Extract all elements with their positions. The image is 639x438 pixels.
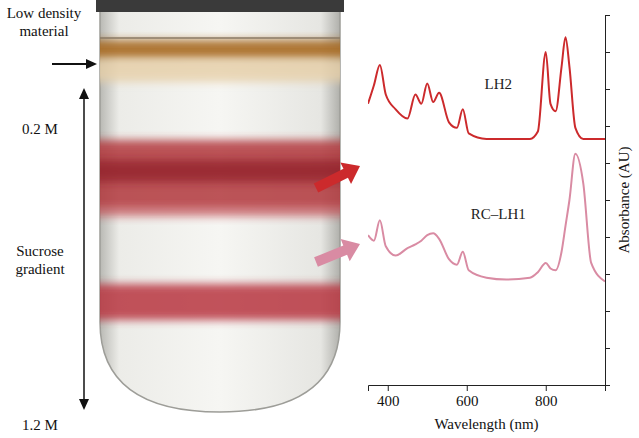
- gradient-tube: [90, 0, 350, 412]
- band: [90, 284, 350, 320]
- y-tick: [605, 163, 610, 164]
- y-tick-mark: [605, 163, 610, 164]
- y-tick-mark: [605, 311, 610, 312]
- arrows: [52, 59, 360, 410]
- x-tick-mark: [546, 385, 547, 391]
- y-tick: [605, 89, 610, 90]
- x-tick-label: 400: [377, 393, 400, 409]
- y-tick: [605, 274, 610, 275]
- x-tick: 800: [535, 385, 558, 409]
- annotation: 1.2 M: [22, 417, 58, 433]
- x-axis-line: [369, 386, 606, 392]
- y-tick: [605, 126, 610, 127]
- annotation: Low densitymaterial: [7, 5, 82, 39]
- figure: Low densitymaterial 0.2 M Sucrosegradient 1…: [0, 0, 639, 438]
- band-arrow: [314, 239, 360, 267]
- x-axis-title: Wavelength (nm): [434, 416, 538, 433]
- y-tick-mark: [605, 237, 610, 238]
- y-tick-mark: [605, 348, 610, 349]
- band: [90, 205, 350, 217]
- y-tick-mark: [605, 52, 610, 53]
- y-tick-mark: [605, 274, 610, 275]
- y-tick-mark: [605, 15, 610, 16]
- x-tick-label: 800: [535, 393, 558, 409]
- band: [90, 58, 350, 82]
- series-label: RC–LH1: [471, 206, 526, 222]
- y-axis: [605, 16, 610, 386]
- spectrum-line: [368, 154, 605, 282]
- y-tick-mark: [605, 200, 610, 201]
- annotation: Sucrosegradient: [15, 243, 65, 277]
- x-tick-label: 600: [456, 393, 479, 409]
- y-tick-mark: [605, 89, 610, 90]
- annotation: 0.2 M: [22, 121, 58, 137]
- gradient-arrow-head: [79, 399, 89, 410]
- y-tick: [605, 200, 610, 201]
- band: [90, 160, 350, 182]
- gradient-labels: Low densitymaterial 0.2 M Sucrosegradient 1…: [7, 5, 82, 433]
- y-axis-title: Absorbance (AU): [616, 146, 633, 253]
- meniscus: [100, 37, 340, 39]
- spectrum-line: [368, 37, 605, 139]
- pointer-arrow: [52, 63, 88, 65]
- x-tick-mark: [467, 385, 468, 391]
- gradient-arrow-head: [79, 88, 89, 99]
- y-tick: [605, 15, 610, 16]
- y-tick: [605, 385, 610, 386]
- x-tick: 400: [377, 385, 400, 409]
- gradient-arrow: [83, 96, 85, 402]
- band: [90, 140, 350, 210]
- x-tick-mark: [388, 385, 389, 391]
- band-arrow: [314, 162, 360, 192]
- y-tick: [605, 52, 610, 53]
- y-tick: [605, 348, 610, 349]
- x-axis: 400 600 800: [369, 385, 606, 409]
- y-tick: [605, 237, 610, 238]
- y-tick: [605, 311, 610, 312]
- y-tick-mark: [605, 385, 610, 386]
- y-axis-line: [606, 16, 611, 386]
- pointer-arrow-head: [86, 59, 97, 69]
- band: [90, 40, 350, 60]
- series-label: LH2: [485, 76, 513, 92]
- x-tick: 600: [456, 385, 479, 409]
- tube-cap: [96, 0, 344, 12]
- y-tick-mark: [605, 126, 610, 127]
- plot-area: [368, 37, 605, 281]
- tube-bands: [90, 40, 350, 320]
